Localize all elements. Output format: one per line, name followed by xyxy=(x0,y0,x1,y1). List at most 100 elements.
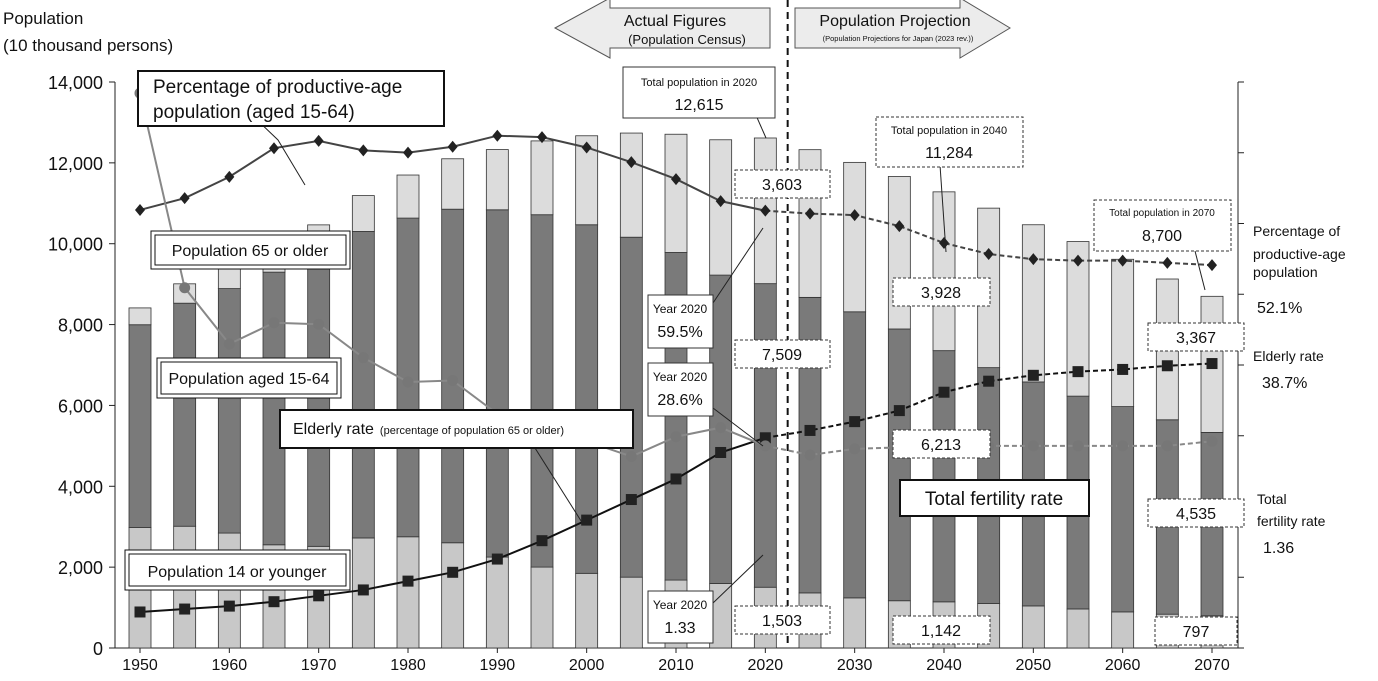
value-2040-pop1564: 6,213 xyxy=(921,437,961,454)
point-elderly-2050 xyxy=(1027,369,1039,381)
x-tick-label: 2040 xyxy=(926,657,962,674)
point-tfr-1985 xyxy=(447,374,459,386)
point-elderly-2030 xyxy=(849,416,861,428)
actual-figures-title: Actual Figures xyxy=(624,13,726,30)
bar-working-1955 xyxy=(173,302,197,527)
point-elderly-2055 xyxy=(1072,366,1084,378)
point-elderly-2015 xyxy=(715,446,727,458)
value-2020-pop14: 1,503 xyxy=(762,613,802,630)
point-elderly-2045 xyxy=(983,375,995,387)
callout-total2020-value: 12,615 xyxy=(675,97,724,114)
point-elderly-1950 xyxy=(134,606,146,618)
callout-total2070-value: 8,700 xyxy=(1142,228,1182,245)
y-axis-title-line1: Population xyxy=(3,9,83,28)
bar-working-1950 xyxy=(128,324,152,528)
bar-working-1970 xyxy=(307,254,331,547)
point-elderly-1985 xyxy=(447,566,459,578)
svg-text:Elderly rate(percentage of pop: Elderly rate (percentage of population 65… xyxy=(293,421,564,438)
point-prod-2065 xyxy=(1162,256,1173,269)
point-prod-1975 xyxy=(358,144,369,157)
bar-young-1995 xyxy=(530,566,554,649)
leader-y2020-tfr xyxy=(712,554,764,604)
bar-elderly-2040 xyxy=(932,191,956,352)
value-2070-pop65: 3,367 xyxy=(1176,330,1216,347)
label-tfr: Total fertility rate xyxy=(899,479,1090,517)
callout-y2020-tfr: Year 2020 1.33 xyxy=(647,590,714,644)
point-tfr-1970 xyxy=(313,318,325,330)
point-prod-1955 xyxy=(179,192,190,205)
point-tfr-2050 xyxy=(1027,440,1039,452)
point-tfr-2015 xyxy=(715,422,727,434)
bar-elderly-2060 xyxy=(1111,258,1135,408)
point-elderly-2020 xyxy=(759,432,771,444)
bar-working-1990 xyxy=(485,209,509,558)
point-prod-2070 xyxy=(1207,259,1217,272)
x-tick-label: 2030 xyxy=(837,657,873,674)
bar-elderly-2030 xyxy=(843,161,867,313)
point-tfr-1960 xyxy=(223,338,235,350)
point-tfr-2020 xyxy=(759,440,771,452)
point-tfr-2065 xyxy=(1161,440,1173,452)
callout-total2020: Total population in 2020 12,615 xyxy=(622,66,776,119)
label-pop1564: Population aged 15-64 xyxy=(156,357,342,399)
bar-young-2030 xyxy=(843,597,867,649)
value-2020-pop1564: 7,509 xyxy=(762,347,802,364)
y-tick-label: 12,000 xyxy=(48,154,103,174)
point-prod-2015 xyxy=(715,195,726,208)
projection-title: Population Projection xyxy=(819,13,970,30)
right-eld-line1: Elderly rate xyxy=(1253,348,1324,364)
bar-young-2000 xyxy=(575,572,599,649)
point-prod-1990 xyxy=(492,129,503,142)
y-tick-label: 0 xyxy=(93,639,103,659)
y-tick-label: 8,000 xyxy=(58,316,103,336)
x-tick-label: 2050 xyxy=(1016,657,1052,674)
callout-y2020-prod: Year 2020 59.5% xyxy=(647,294,714,349)
actual-figures-subtitle: (Population Census) xyxy=(628,32,746,47)
callout-y2020-tfr-value: 1.33 xyxy=(664,620,695,637)
point-elderly-1960 xyxy=(223,600,235,612)
bar-working-2035 xyxy=(887,328,911,602)
point-prod-1965 xyxy=(269,142,279,155)
point-tfr-2025 xyxy=(804,449,816,461)
bar-working-1965 xyxy=(262,271,286,546)
line-elderly-projection xyxy=(765,362,1213,439)
point-elderly-1955 xyxy=(179,603,191,615)
point-prod-2035 xyxy=(894,220,905,233)
point-elderly-2040 xyxy=(938,386,950,398)
point-elderly-2035 xyxy=(893,405,905,417)
callout-leaders xyxy=(254,112,1206,604)
point-tfr-2005 xyxy=(625,450,637,462)
bar-elderly-1990 xyxy=(485,149,509,211)
callout-y2020-eld: Year 2020 28.6% xyxy=(647,362,714,417)
right-tfr-line2: fertility rate xyxy=(1257,513,1326,529)
point-prod-2000 xyxy=(581,141,592,154)
y-tick-label: 6,000 xyxy=(58,396,103,416)
point-elderly-2070 xyxy=(1206,358,1218,370)
point-prod-1970 xyxy=(313,134,324,147)
point-prod-2055 xyxy=(1073,254,1083,267)
x-tick-label: 1960 xyxy=(212,657,248,674)
right-tfr-line1: Total xyxy=(1257,491,1287,507)
leader-prod-label xyxy=(254,117,306,186)
callout-total2070-title: Total population in 2070 xyxy=(1109,208,1215,219)
point-prod-1950 xyxy=(135,203,145,216)
point-prod-2005 xyxy=(626,156,637,169)
point-tfr-2060 xyxy=(1117,440,1129,452)
point-tfr-1955 xyxy=(179,282,191,294)
projection-subtitle: (Population Projections for Japan (2023 … xyxy=(823,34,974,43)
label-tfr-text: Total fertility rate xyxy=(925,489,1063,510)
point-elderly-1990 xyxy=(491,553,503,565)
point-prod-2060 xyxy=(1117,254,1128,267)
bar-young-2050 xyxy=(1021,605,1045,649)
bar-working-1995 xyxy=(530,214,554,568)
bar-working-2030 xyxy=(843,311,867,599)
actual-figures-arrow: Actual Figures (Population Census) xyxy=(553,0,771,59)
bar-elderly-1960 xyxy=(217,266,241,289)
x-tick-label: 2020 xyxy=(748,657,784,674)
callout-total2070: Total population in 2070 8,700 xyxy=(1093,199,1232,252)
callout-total2040-title: Total population in 2040 xyxy=(891,125,1007,137)
right-prod-value: 52.1% xyxy=(1257,300,1302,317)
value-callout-boxes xyxy=(734,169,1245,646)
point-elderly-1980 xyxy=(402,575,414,587)
